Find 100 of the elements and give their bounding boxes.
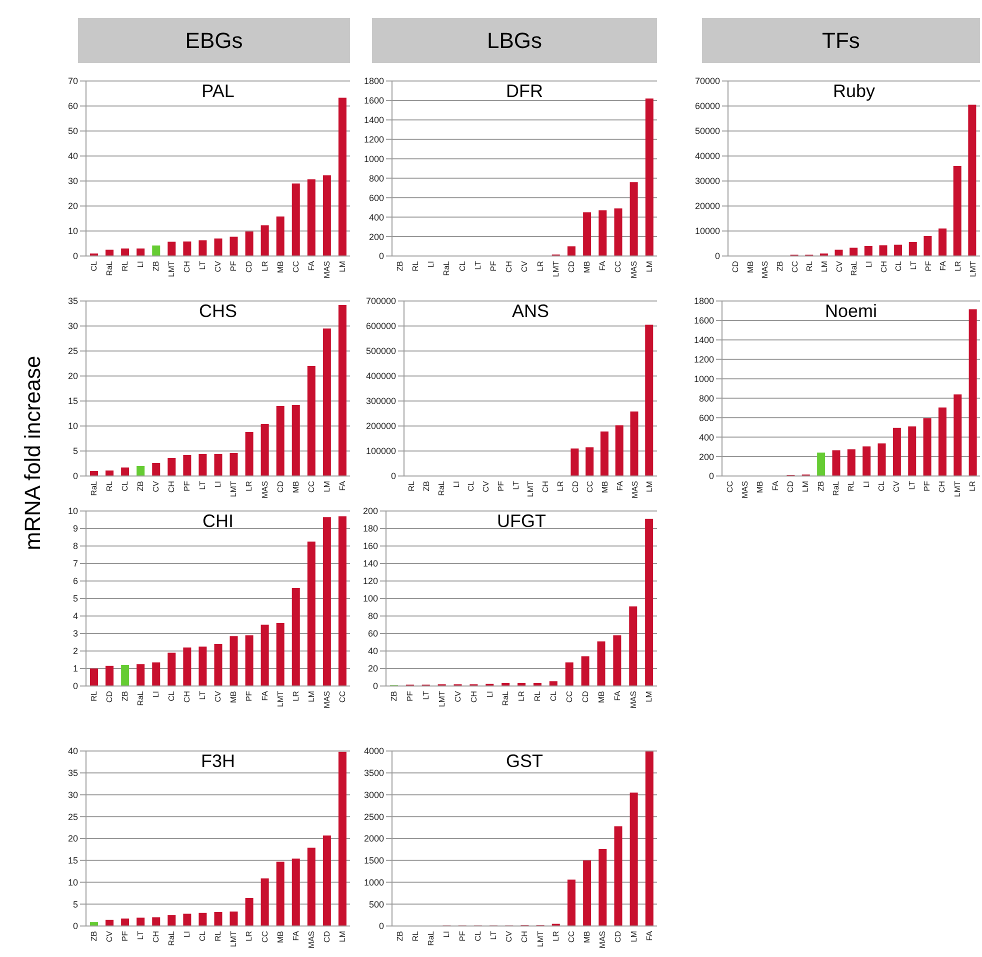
x-tick-label: CC [566, 930, 576, 943]
x-tick-label: CL [89, 260, 98, 272]
y-tick-label: 700000 [366, 296, 396, 306]
y-tick-label: 4 [72, 611, 78, 622]
x-tick-label: CL [473, 930, 482, 942]
y-tick-label: 0 [72, 251, 78, 262]
y-tick-label: 30 [68, 790, 78, 800]
x-tick-label: ZB [422, 481, 432, 492]
x-tick-label: PF [496, 480, 506, 492]
x-tick-label: CH [504, 260, 514, 273]
x-tick-label: LMT [551, 260, 560, 277]
x-tick-label: PF [182, 480, 192, 492]
x-tick-label: FA [770, 480, 780, 491]
x-tick-label: CL [877, 480, 886, 492]
x-tick-label: CC [790, 260, 800, 273]
x-tick-label: MB [229, 691, 238, 703]
x-tick-label: CH [541, 480, 550, 493]
y-tick-label: 100 [362, 594, 378, 604]
x-tick-label: LM [820, 260, 830, 272]
x-tick-label: LI [862, 481, 871, 488]
y-tick-label: 1400 [364, 115, 384, 126]
x-tick-label: RL [120, 260, 130, 272]
x-tick-label: RaL [167, 930, 176, 946]
y-tick-label: 0 [378, 251, 384, 262]
x-tick-label: MB [746, 261, 755, 273]
y-tick-label: 30000 [694, 176, 720, 186]
x-tick-label: LMT [952, 480, 962, 497]
x-tick-label: RaL [850, 260, 859, 276]
y-tick-label: 20 [368, 664, 378, 674]
y-tick-label: 200 [698, 452, 714, 462]
x-tick-label: LT [473, 260, 482, 270]
x-tick-label: FA [338, 480, 347, 491]
x-tick-label: CD [276, 480, 285, 493]
y-tick-label: 600 [698, 412, 714, 423]
x-tick-label: ZB [395, 931, 404, 942]
x-tick-label: FA [598, 260, 608, 271]
x-tick-label: LT [136, 930, 146, 940]
x-tick-label: CC [614, 260, 623, 273]
x-tick-label: MB [596, 691, 606, 703]
x-tick-label: CL [466, 480, 476, 492]
x-tick-label: CC [338, 690, 347, 703]
x-tick-label: LMT [526, 480, 536, 497]
y-tick-label: 20000 [694, 201, 720, 212]
x-tick-label: LT [511, 480, 520, 490]
y-tick-label: 0 [72, 921, 78, 932]
y-tick-label: 1800 [694, 296, 714, 306]
x-tick-label: LM [338, 260, 347, 272]
x-tick-label: CH [182, 260, 192, 273]
chart-title: ANS [510, 301, 550, 322]
x-tick-label: MB [582, 261, 592, 273]
x-tick-label: MAS [628, 691, 638, 708]
y-tick-label: 500000 [366, 346, 396, 356]
x-tick-label: MAS [322, 691, 332, 708]
x-tick-label: FA [644, 930, 654, 941]
x-tick-label: PF [244, 690, 254, 702]
y-tick-label: 2000 [364, 834, 384, 844]
y-tick-label: 6 [72, 576, 78, 586]
y-tick-label: 600000 [366, 321, 396, 332]
x-tick-label: LR [244, 930, 254, 942]
x-tick-label: RaL [136, 690, 146, 706]
x-tick-label: CH [469, 690, 478, 703]
y-tick-label: 8 [72, 541, 78, 552]
y-tick-label: 3 [72, 628, 78, 639]
y-tick-label: 40 [68, 746, 78, 756]
x-tick-label: CV [834, 260, 844, 272]
x-tick-label: MAS [760, 261, 770, 278]
x-tick-label: CL [198, 930, 208, 942]
y-tick-label: 70000 [694, 76, 720, 86]
x-tick-label: LR [536, 260, 545, 272]
y-tick-label: 1 [72, 664, 78, 674]
x-tick-label: ZB [136, 481, 146, 492]
y-tick-label: 3500 [364, 768, 384, 778]
y-tick-label: 60000 [694, 101, 720, 112]
y-tick-label: 0 [708, 471, 714, 482]
y-tick-label: 200 [362, 506, 378, 516]
x-tick-label: LR [953, 260, 962, 272]
chart-title: PAL [200, 81, 236, 102]
x-tick-label: LM [644, 690, 654, 702]
x-tick-label: MAS [629, 261, 638, 278]
y-tick-label: 300000 [366, 396, 396, 406]
x-tick-label: MAS [306, 931, 316, 948]
x-tick-label: LMT [968, 260, 978, 277]
x-tick-label: FA [306, 260, 316, 271]
text: TFs [702, 18, 980, 63]
x-tick-label: LI [452, 481, 461, 488]
chart-title: DFR [505, 81, 544, 102]
x-tick-label: RaL [832, 480, 841, 496]
x-tick-label: LMT [536, 930, 545, 947]
text: LBGs [372, 18, 657, 63]
y-tick-label: 25 [68, 812, 78, 822]
x-tick-label: CC [291, 260, 300, 273]
x-tick-label: ZB [120, 691, 130, 702]
y-tick-label: 800 [368, 173, 384, 184]
y-tick-label: 200 [368, 232, 384, 242]
x-tick-label: MAS [322, 261, 332, 278]
y-tick-label: 80 [368, 611, 378, 622]
x-tick-label: RaL [501, 690, 510, 706]
x-tick-label: RaL [436, 480, 446, 496]
x-tick-label: LR [556, 480, 565, 492]
x-tick-label: PF [229, 260, 238, 272]
